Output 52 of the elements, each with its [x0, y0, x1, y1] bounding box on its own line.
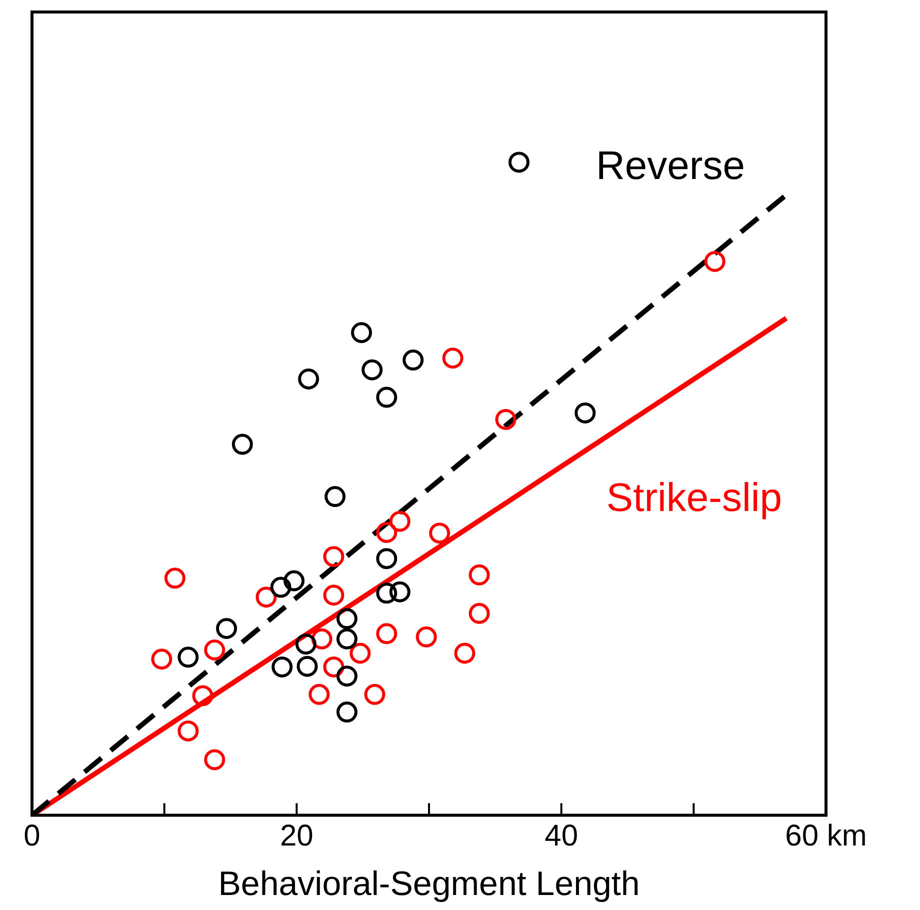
point: [350, 642, 371, 664]
point: [270, 576, 292, 598]
point: [376, 386, 398, 408]
point: [402, 350, 424, 371]
point: [351, 322, 372, 344]
point: [324, 486, 346, 508]
point: [336, 666, 358, 687]
point: [151, 648, 172, 670]
point: [232, 434, 253, 455]
x-tick-label: 20: [280, 819, 314, 852]
point: [323, 546, 344, 568]
point: [704, 250, 726, 272]
x-tick-label: 60 km: [785, 819, 867, 852]
point: [508, 152, 530, 173]
point: [308, 684, 330, 705]
point: [429, 522, 450, 544]
point: [296, 656, 318, 677]
point: [376, 522, 398, 543]
point: [454, 642, 476, 664]
point: [364, 684, 386, 705]
point: [442, 348, 464, 369]
point: [216, 618, 238, 639]
point: [295, 634, 316, 655]
point: [376, 623, 398, 644]
series-label: Reverse: [596, 144, 745, 188]
point: [574, 402, 596, 424]
point: [192, 685, 214, 706]
point: [178, 720, 199, 742]
point: [284, 570, 305, 592]
point: [336, 628, 358, 650]
point: [495, 408, 516, 430]
x-tick-label: 0: [24, 819, 40, 852]
point: [204, 639, 226, 660]
point: [362, 359, 383, 380]
point: [336, 608, 358, 630]
point: [272, 656, 293, 678]
point: [336, 702, 358, 723]
point: [323, 584, 344, 606]
point: [298, 368, 320, 390]
point: [468, 564, 490, 586]
point: [416, 626, 437, 648]
x-axis-title: Behavioral-Segment Length: [218, 864, 640, 903]
point: [468, 602, 490, 624]
point: [164, 568, 186, 589]
point: [389, 581, 410, 602]
text: Strike-slip: [606, 476, 782, 520]
x-tick-label: 40: [544, 819, 578, 852]
point: [389, 510, 410, 532]
point: [376, 548, 398, 570]
point: [178, 646, 199, 668]
point: [376, 582, 398, 604]
point: [204, 749, 226, 770]
